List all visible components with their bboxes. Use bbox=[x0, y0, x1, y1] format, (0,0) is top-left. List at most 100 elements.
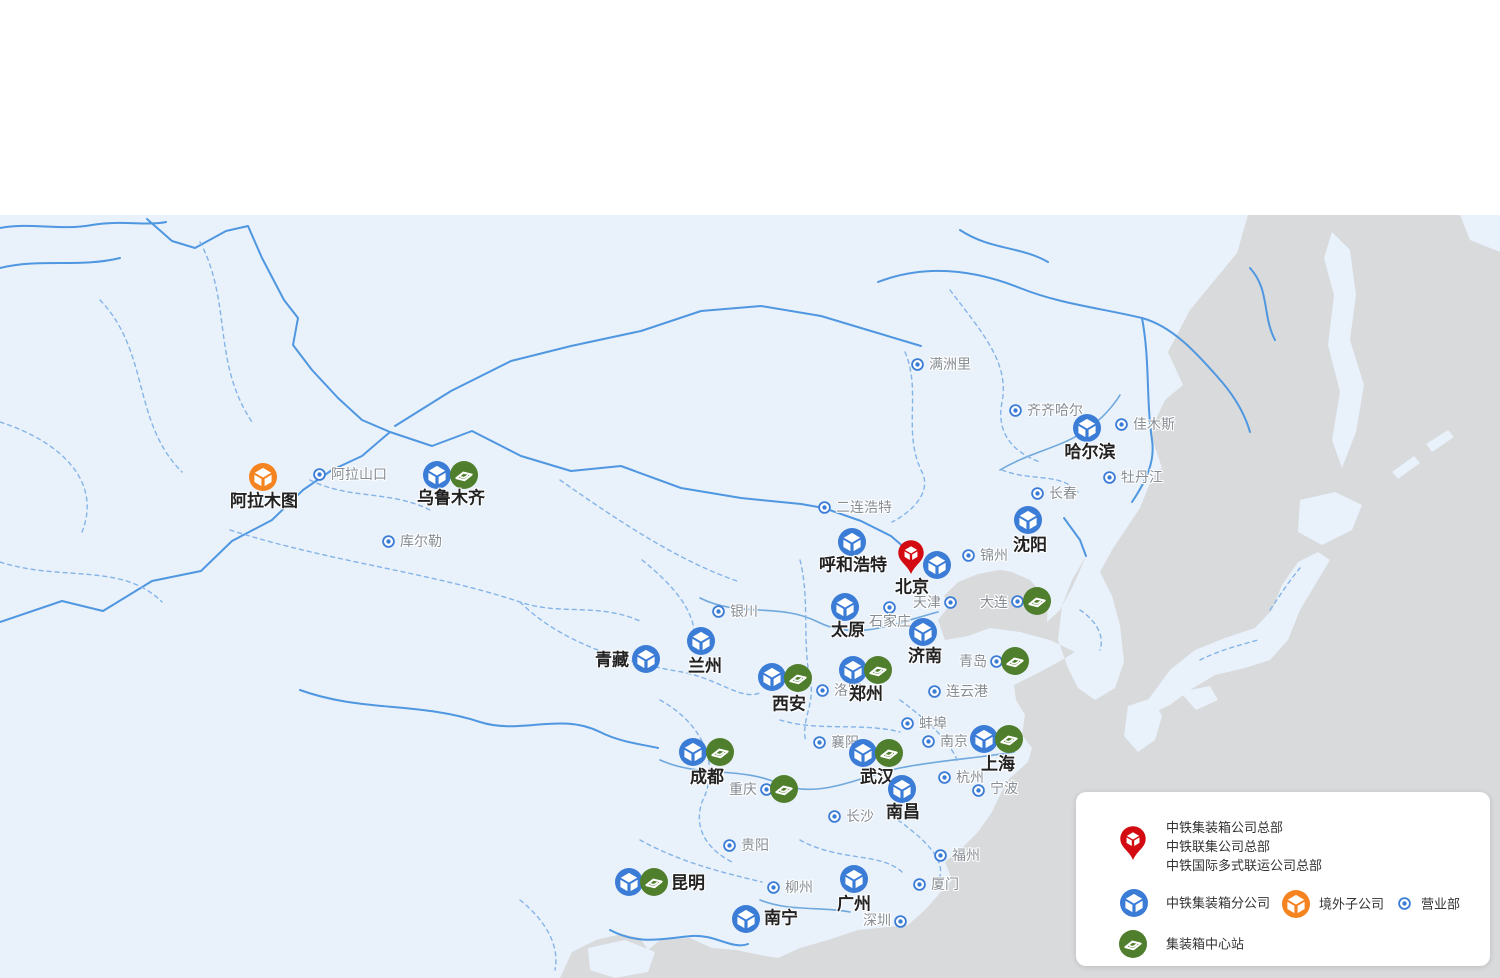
marker-dot-changsha[interactable] bbox=[827, 809, 841, 823]
marker-branch-guangzhou[interactable] bbox=[840, 865, 868, 893]
label-wuhan: 武汉 bbox=[860, 767, 894, 787]
label-luoyang: 洛阳 bbox=[834, 682, 862, 698]
marker-branch-nanning[interactable] bbox=[732, 905, 760, 933]
marker-dot-nanjing[interactable] bbox=[921, 734, 935, 748]
label-urumqi: 乌鲁木齐 bbox=[417, 488, 485, 508]
marker-dot-lianyungang[interactable] bbox=[927, 684, 941, 698]
label-qiqihar: 齐齐哈尔 bbox=[1027, 402, 1083, 418]
marker-dot-jinzhou[interactable] bbox=[961, 548, 975, 562]
legend-hq-lines: 中铁集装箱公司总部 中铁联集公司总部 中铁国际多式联运公司总部 bbox=[1166, 818, 1322, 875]
legend-hq-line-1: 中铁集装箱公司总部 bbox=[1166, 820, 1284, 835]
hq-pin-icon bbox=[1118, 825, 1148, 865]
marker-branch-lanzhou[interactable] bbox=[687, 627, 715, 655]
label-liuzhou: 柳州 bbox=[785, 879, 813, 895]
legend-terminal-label: 集装箱中心站 bbox=[1166, 936, 1245, 952]
marker-dot-shenzhen[interactable] bbox=[893, 914, 907, 928]
marker-dot-bengbu[interactable] bbox=[900, 716, 914, 730]
marker-terminal-wuhan[interactable] bbox=[875, 739, 903, 767]
marker-terminal-zhengzhou[interactable] bbox=[864, 656, 892, 684]
label-bengbu: 蚌埠 bbox=[919, 715, 947, 731]
label-qingzang: 青藏 bbox=[595, 650, 629, 670]
marker-terminal-xian[interactable] bbox=[784, 664, 812, 692]
marker-dot-ningbo[interactable] bbox=[971, 783, 985, 797]
marker-dot-xiamen[interactable] bbox=[912, 877, 926, 891]
label-guiyang: 贵阳 bbox=[741, 837, 769, 853]
marker-dot-qiqihar[interactable] bbox=[1008, 403, 1022, 417]
marker-branch-harbin[interactable] bbox=[1073, 414, 1101, 442]
marker-branch-qingzang[interactable] bbox=[632, 645, 660, 673]
label-jiamusi: 佳木斯 bbox=[1133, 416, 1175, 432]
marker-branch-nanchang[interactable] bbox=[888, 775, 916, 803]
legend-sales-label: 营业部 bbox=[1421, 896, 1461, 912]
label-zhengzhou: 郑州 bbox=[849, 684, 883, 704]
marker-terminal-chongqing[interactable] bbox=[770, 775, 798, 803]
marker-dot-hangzhou[interactable] bbox=[937, 770, 951, 784]
label-manzhouli: 满洲里 bbox=[929, 356, 971, 372]
label-shenzhen: 深圳 bbox=[863, 912, 891, 928]
marker-branch-beijing[interactable] bbox=[923, 551, 951, 579]
marker-branch-zhengzhou[interactable] bbox=[839, 656, 867, 684]
marker-dot-fuzhou[interactable] bbox=[933, 848, 947, 862]
branch-company-icon bbox=[1120, 889, 1148, 917]
marker-dot-manzhouli[interactable] bbox=[910, 357, 924, 371]
label-xiamen: 厦门 bbox=[931, 876, 959, 892]
label-jinan: 济南 bbox=[908, 646, 942, 666]
label-nanning: 南宁 bbox=[764, 908, 798, 928]
marker-dot-jiamusi[interactable] bbox=[1114, 417, 1128, 431]
marker-terminal-urumqi[interactable] bbox=[450, 461, 478, 489]
marker-dot-dalian[interactable] bbox=[1010, 594, 1024, 608]
marker-branch-jinan[interactable] bbox=[909, 618, 937, 646]
marker-branch-xian[interactable] bbox=[758, 663, 786, 691]
label-hangzhou: 杭州 bbox=[956, 769, 984, 785]
marker-terminal-shanghai[interactable] bbox=[995, 725, 1023, 753]
label-nanjing: 南京 bbox=[940, 733, 968, 749]
marker-dot-korla[interactable] bbox=[381, 534, 395, 548]
overseas-subsidiary-icon bbox=[1282, 890, 1310, 918]
sales-office-dot-icon bbox=[1398, 897, 1411, 910]
marker-branch-chengdu[interactable] bbox=[679, 738, 707, 766]
label-korla: 库尔勒 bbox=[400, 533, 442, 549]
marker-dot-qingdao[interactable] bbox=[989, 654, 1003, 668]
marker-hq-beijing[interactable] bbox=[896, 539, 926, 579]
marker-terminal-kunming[interactable] bbox=[640, 868, 668, 896]
label-dalian: 大连 bbox=[980, 594, 1008, 610]
marker-branch-taiyuan[interactable] bbox=[831, 593, 859, 621]
marker-branch-kunming[interactable] bbox=[615, 868, 643, 896]
label-changsha: 长沙 bbox=[846, 808, 874, 824]
marker-terminal-dalian[interactable] bbox=[1023, 587, 1051, 615]
marker-branch-shenyang[interactable] bbox=[1014, 506, 1042, 534]
label-changchun: 长春 bbox=[1049, 485, 1077, 501]
marker-dot-guiyang[interactable] bbox=[722, 838, 736, 852]
label-taiyuan: 太原 bbox=[831, 620, 865, 640]
marker-branch-urumqi[interactable] bbox=[423, 461, 451, 489]
label-chongqing: 重庆 bbox=[729, 781, 757, 797]
marker-dot-yinchuan[interactable] bbox=[711, 604, 725, 618]
marker-branch-hohhot[interactable] bbox=[838, 528, 866, 556]
legend-hq-line-2: 中铁联集公司总部 bbox=[1166, 839, 1271, 854]
label-shijiazhuang: 石家庄 bbox=[869, 613, 911, 629]
marker-dot-liuzhou[interactable] bbox=[766, 880, 780, 894]
marker-dot-mudanjiang[interactable] bbox=[1102, 470, 1116, 484]
marker-dot-changchun[interactable] bbox=[1030, 486, 1044, 500]
label-beijing: 北京 bbox=[895, 577, 929, 597]
label-lanzhou: 兰州 bbox=[688, 656, 722, 676]
marker-branch-wuhan[interactable] bbox=[849, 739, 877, 767]
marker-overseas-almaty[interactable] bbox=[249, 463, 277, 491]
marker-branch-shanghai[interactable] bbox=[970, 725, 998, 753]
marker-terminal-chengdu[interactable] bbox=[706, 738, 734, 766]
marker-dot-erenhot[interactable] bbox=[817, 500, 831, 514]
legend-branch-label: 中铁集装箱分公司 bbox=[1166, 895, 1271, 911]
marker-terminal-qingdao[interactable] bbox=[1001, 647, 1029, 675]
marker-dot-xiangyang[interactable] bbox=[812, 735, 826, 749]
marker-dot-chongqing[interactable] bbox=[759, 782, 773, 796]
marker-dot-luoyang[interactable] bbox=[815, 683, 829, 697]
legend-hq-line-3: 中铁国际多式联运公司总部 bbox=[1166, 858, 1323, 873]
label-nanchang: 南昌 bbox=[886, 802, 920, 822]
marker-dot-shijiazhuang[interactable] bbox=[882, 600, 896, 614]
marker-dot-tianjin[interactable] bbox=[943, 595, 957, 609]
label-lianyungang: 连云港 bbox=[946, 683, 988, 699]
label-harbin: 哈尔滨 bbox=[1064, 442, 1116, 462]
label-shenyang: 沈阳 bbox=[1013, 535, 1047, 555]
marker-dot-alashankou[interactable] bbox=[312, 467, 326, 481]
